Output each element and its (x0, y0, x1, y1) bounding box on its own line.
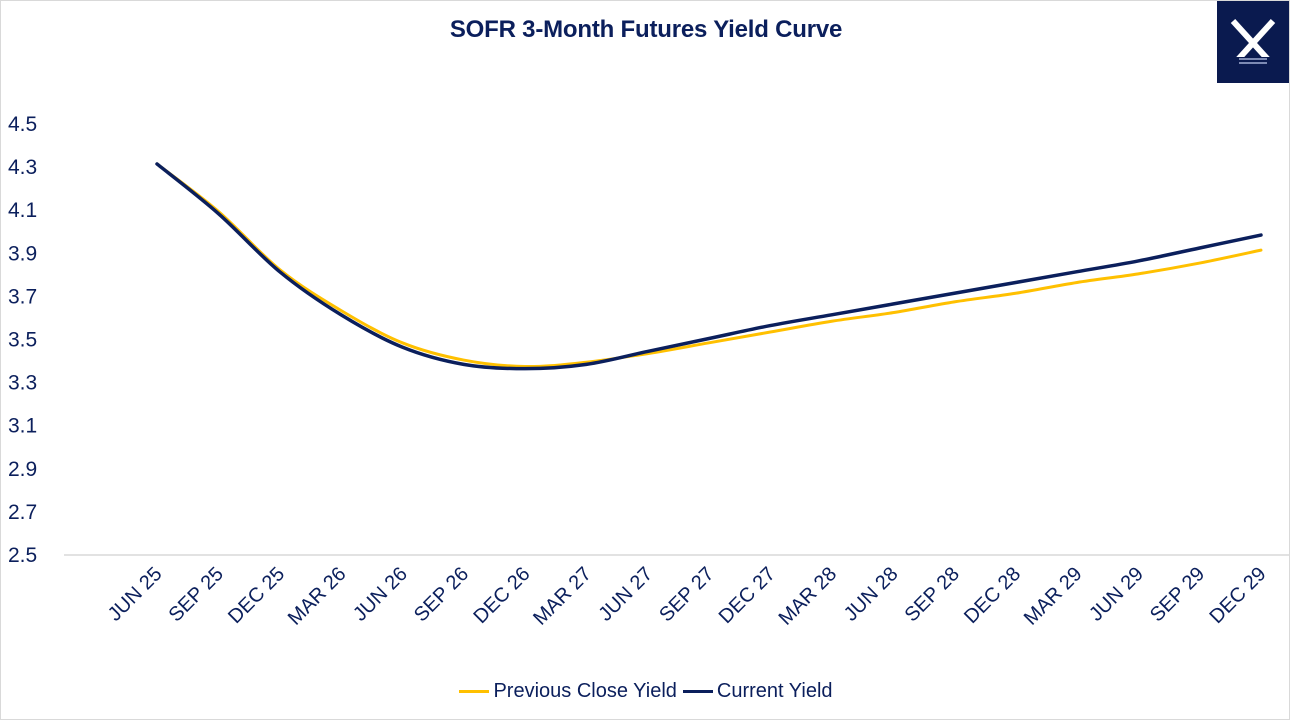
y-tick-label: 2.9 (8, 458, 37, 481)
x-tick-label: DEC 25 (224, 563, 289, 628)
x-tick-label: SEP 28 (901, 563, 964, 626)
y-tick-label: 2.5 (8, 544, 37, 567)
y-tick-label: 2.7 (8, 501, 37, 524)
y-tick-label: 3.7 (8, 285, 37, 308)
x-tick-label: JUN 28 (840, 563, 903, 626)
x-tick-label: MAR 28 (775, 563, 842, 630)
y-axis-labels: 4.5 4.3 4.1 3.9 3.7 3.5 3.3 3.1 2.9 2.7 2.5 (8, 113, 37, 567)
series-line-current (155, 162, 1263, 371)
legend-label-current: Current Yield (716, 680, 833, 702)
x-tick-label: JUN 27 (594, 563, 657, 626)
x-tick-label: SEP 29 (1146, 563, 1209, 626)
x-tick-label: SEP 27 (655, 563, 718, 626)
chart-title: SOFR 3-Month Futures Yield Curve (449, 16, 843, 43)
x-tick-label: MAR 26 (284, 563, 351, 630)
x-tick-label: JUN 26 (349, 563, 412, 626)
x-tick-label: SEP 25 (165, 563, 228, 626)
series-lines (155, 162, 1263, 371)
legend-swatch-previous-close (459, 690, 490, 693)
x-tick-label: DEC 29 (1205, 563, 1270, 628)
y-tick-label: 3.3 (8, 372, 37, 395)
y-tick-label: 4.1 (8, 199, 37, 222)
legend-label-previous-close: Previous Close Yield (493, 680, 677, 702)
logo-x-icon (1217, 1, 1289, 83)
y-tick-label: 3.5 (8, 329, 37, 352)
x-tick-label: MAR 29 (1020, 563, 1087, 630)
y-tick-label: 3.1 (8, 415, 37, 438)
y-tick-label: 4.3 (8, 156, 37, 179)
legend-item-previous-close: Previous Close Yield (459, 680, 677, 703)
x-tick-label: DEC 26 (469, 563, 534, 628)
x-tick-label: JUN 29 (1085, 563, 1148, 626)
y-tick-label: 4.5 (8, 113, 37, 136)
x-tick-label: MAR 27 (529, 563, 596, 630)
legend-item-current: Current Yield (682, 680, 833, 703)
x-tick-label: JUN 25 (104, 563, 167, 626)
x-tick-label: DEC 27 (715, 563, 780, 628)
legend: Previous Close Yield Current Yield (0, 680, 1292, 703)
x-tick-label: SEP 26 (410, 563, 473, 626)
legend-swatch-current (682, 690, 713, 693)
y-tick-label: 3.9 (8, 242, 37, 265)
series-line-previous-close (155, 162, 1263, 369)
x-tick-label: DEC 28 (960, 563, 1025, 628)
